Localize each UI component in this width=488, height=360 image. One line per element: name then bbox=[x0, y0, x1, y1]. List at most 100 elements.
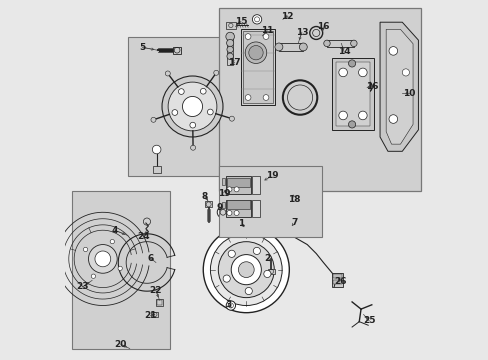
Circle shape bbox=[172, 110, 177, 115]
Circle shape bbox=[234, 187, 239, 192]
Text: 20: 20 bbox=[114, 340, 127, 349]
Text: 24: 24 bbox=[137, 232, 149, 241]
Bar bbox=[155, 299, 163, 306]
Circle shape bbox=[228, 250, 235, 257]
Circle shape bbox=[350, 40, 356, 46]
Circle shape bbox=[226, 53, 233, 59]
Text: 6: 6 bbox=[147, 254, 153, 263]
Text: 11: 11 bbox=[260, 26, 273, 35]
Text: 26: 26 bbox=[334, 277, 346, 286]
Text: 1: 1 bbox=[237, 219, 244, 228]
Circle shape bbox=[358, 68, 366, 77]
Bar bbox=[241, 30, 274, 105]
Circle shape bbox=[203, 226, 289, 313]
Circle shape bbox=[182, 96, 202, 117]
Circle shape bbox=[152, 145, 161, 154]
Circle shape bbox=[200, 88, 206, 94]
Text: 5: 5 bbox=[139, 43, 145, 52]
Bar bbox=[219, 166, 321, 237]
Circle shape bbox=[244, 34, 250, 40]
Text: 16: 16 bbox=[317, 22, 329, 31]
Bar bbox=[333, 274, 341, 278]
Text: 21: 21 bbox=[144, 311, 157, 320]
Text: 19: 19 bbox=[218, 189, 231, 198]
Circle shape bbox=[263, 34, 268, 40]
Circle shape bbox=[226, 211, 231, 216]
Bar bbox=[332, 58, 373, 130]
Text: 23: 23 bbox=[76, 282, 88, 291]
Text: 8: 8 bbox=[202, 192, 208, 201]
Circle shape bbox=[165, 71, 170, 76]
Bar bbox=[157, 301, 162, 305]
Bar bbox=[226, 200, 250, 209]
Circle shape bbox=[348, 60, 355, 67]
Circle shape bbox=[388, 46, 397, 55]
Bar bbox=[225, 176, 250, 194]
Circle shape bbox=[274, 43, 282, 51]
Circle shape bbox=[348, 121, 355, 128]
Bar bbox=[221, 178, 224, 185]
Bar bbox=[326, 40, 353, 46]
Text: 7: 7 bbox=[291, 218, 297, 227]
Circle shape bbox=[252, 15, 261, 24]
Circle shape bbox=[83, 247, 87, 252]
Circle shape bbox=[358, 111, 366, 120]
Text: 9: 9 bbox=[216, 203, 222, 212]
Text: 16: 16 bbox=[365, 82, 377, 91]
Bar bbox=[204, 201, 212, 207]
Circle shape bbox=[226, 40, 233, 46]
Circle shape bbox=[213, 70, 218, 75]
Text: 22: 22 bbox=[149, 286, 162, 295]
Bar bbox=[267, 269, 274, 274]
Circle shape bbox=[244, 42, 266, 63]
Bar bbox=[152, 166, 160, 173]
Circle shape bbox=[88, 244, 117, 273]
Bar bbox=[251, 176, 259, 194]
Text: 13: 13 bbox=[295, 28, 307, 37]
Text: 12: 12 bbox=[281, 12, 293, 21]
Bar bbox=[221, 202, 224, 208]
Bar bbox=[72, 191, 169, 348]
Circle shape bbox=[189, 122, 195, 128]
Bar bbox=[226, 178, 250, 187]
Circle shape bbox=[151, 117, 156, 122]
Bar bbox=[225, 22, 235, 29]
Bar bbox=[151, 312, 158, 318]
Text: 14: 14 bbox=[337, 48, 350, 57]
Circle shape bbox=[210, 234, 282, 306]
Text: 3: 3 bbox=[225, 300, 231, 309]
Text: 17: 17 bbox=[228, 58, 240, 67]
Circle shape bbox=[299, 43, 306, 51]
Circle shape bbox=[231, 255, 261, 285]
Circle shape bbox=[263, 270, 270, 278]
Bar bbox=[225, 200, 250, 217]
Circle shape bbox=[338, 111, 346, 120]
Circle shape bbox=[225, 32, 234, 41]
Circle shape bbox=[244, 287, 252, 294]
Circle shape bbox=[244, 95, 250, 100]
Bar bbox=[242, 31, 273, 103]
Bar bbox=[335, 62, 369, 126]
Text: 18: 18 bbox=[288, 194, 300, 203]
Text: 15: 15 bbox=[234, 17, 246, 26]
Circle shape bbox=[207, 109, 213, 115]
Circle shape bbox=[190, 145, 195, 150]
Circle shape bbox=[217, 207, 228, 218]
Circle shape bbox=[388, 115, 397, 123]
Circle shape bbox=[91, 274, 95, 278]
Circle shape bbox=[178, 89, 184, 94]
Bar bbox=[251, 200, 259, 217]
Circle shape bbox=[229, 116, 234, 121]
Circle shape bbox=[223, 275, 230, 282]
Circle shape bbox=[338, 68, 346, 77]
Circle shape bbox=[226, 46, 233, 53]
Circle shape bbox=[253, 247, 260, 255]
Bar bbox=[332, 273, 343, 287]
Circle shape bbox=[168, 82, 217, 131]
Circle shape bbox=[248, 45, 263, 60]
Circle shape bbox=[323, 40, 329, 46]
Circle shape bbox=[218, 242, 274, 298]
Circle shape bbox=[95, 251, 110, 267]
Circle shape bbox=[234, 211, 239, 216]
Text: 2: 2 bbox=[264, 254, 270, 263]
